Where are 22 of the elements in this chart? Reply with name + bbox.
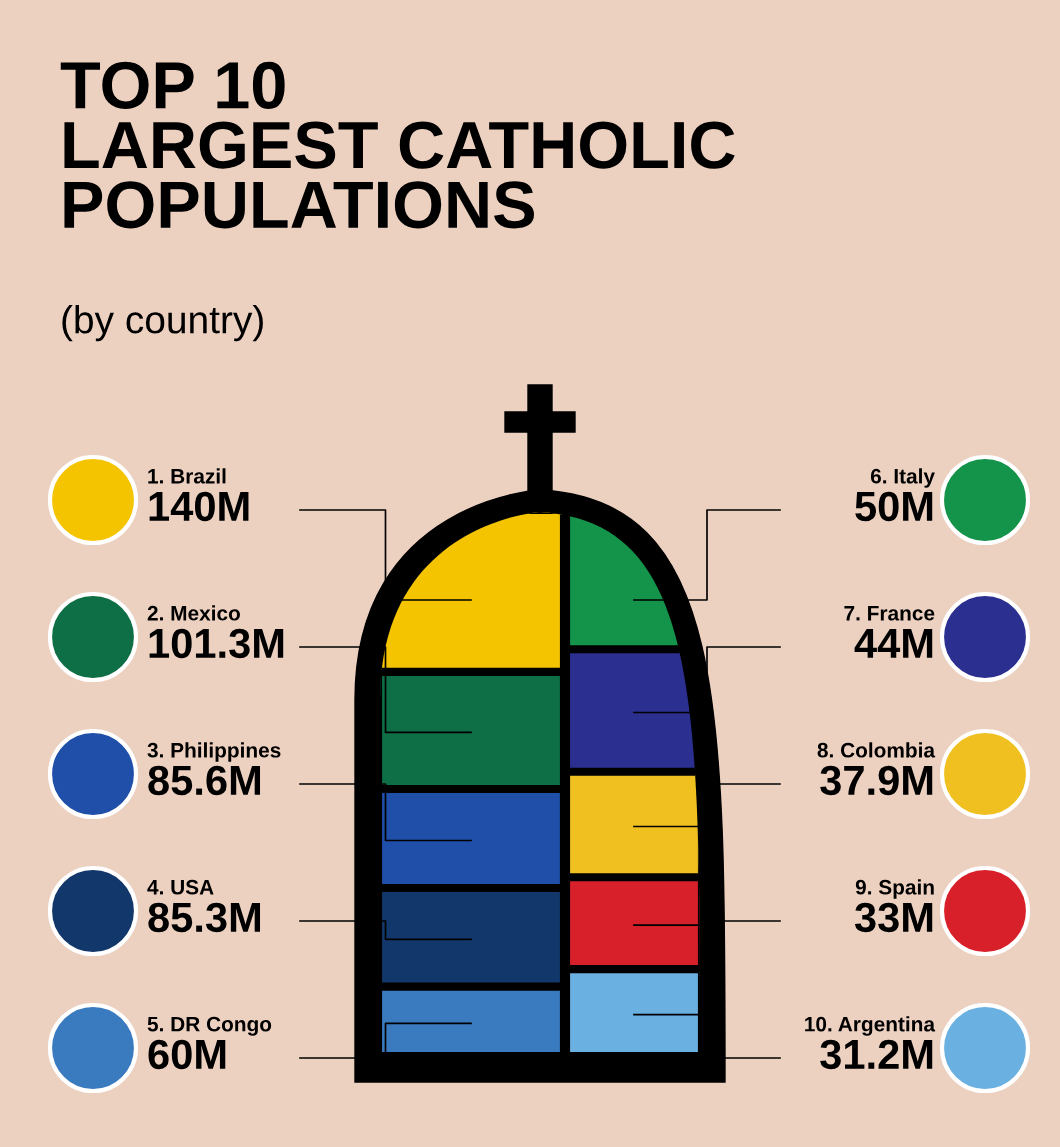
data-label: 140M (149, 491, 249, 522)
data-label: 37.9M (820, 765, 933, 796)
data-label: 31.2M (820, 1039, 933, 1070)
data-label: 85.6M (148, 765, 261, 796)
category-label: 7. France (844, 606, 935, 621)
data-label: 85.3M (148, 902, 261, 933)
category-label: 1. Brazil (148, 468, 226, 484)
data-label: 60M (148, 1039, 226, 1070)
data-label: 44M (854, 629, 933, 658)
category-label: 3. Philippines (147, 742, 281, 762)
category-label: 10. Argentina (805, 1016, 936, 1036)
data-label: 33M (854, 902, 933, 933)
category-label: 5. DR Congo (147, 1016, 272, 1036)
text: TOP 10 LARGEST CATHOLIC POPULATIONS (60, 61, 735, 229)
category-label: 2. Mexico (147, 605, 240, 621)
category-label: 9. Spain (855, 879, 934, 899)
category-label: 6. Italy (870, 468, 935, 488)
category-label: 8. Colombia (817, 742, 936, 758)
data-label: 50M (855, 491, 933, 522)
text: (by country) (62, 305, 263, 342)
category-label: 4. USA (147, 879, 214, 895)
data-label: 101.3M (149, 628, 284, 659)
